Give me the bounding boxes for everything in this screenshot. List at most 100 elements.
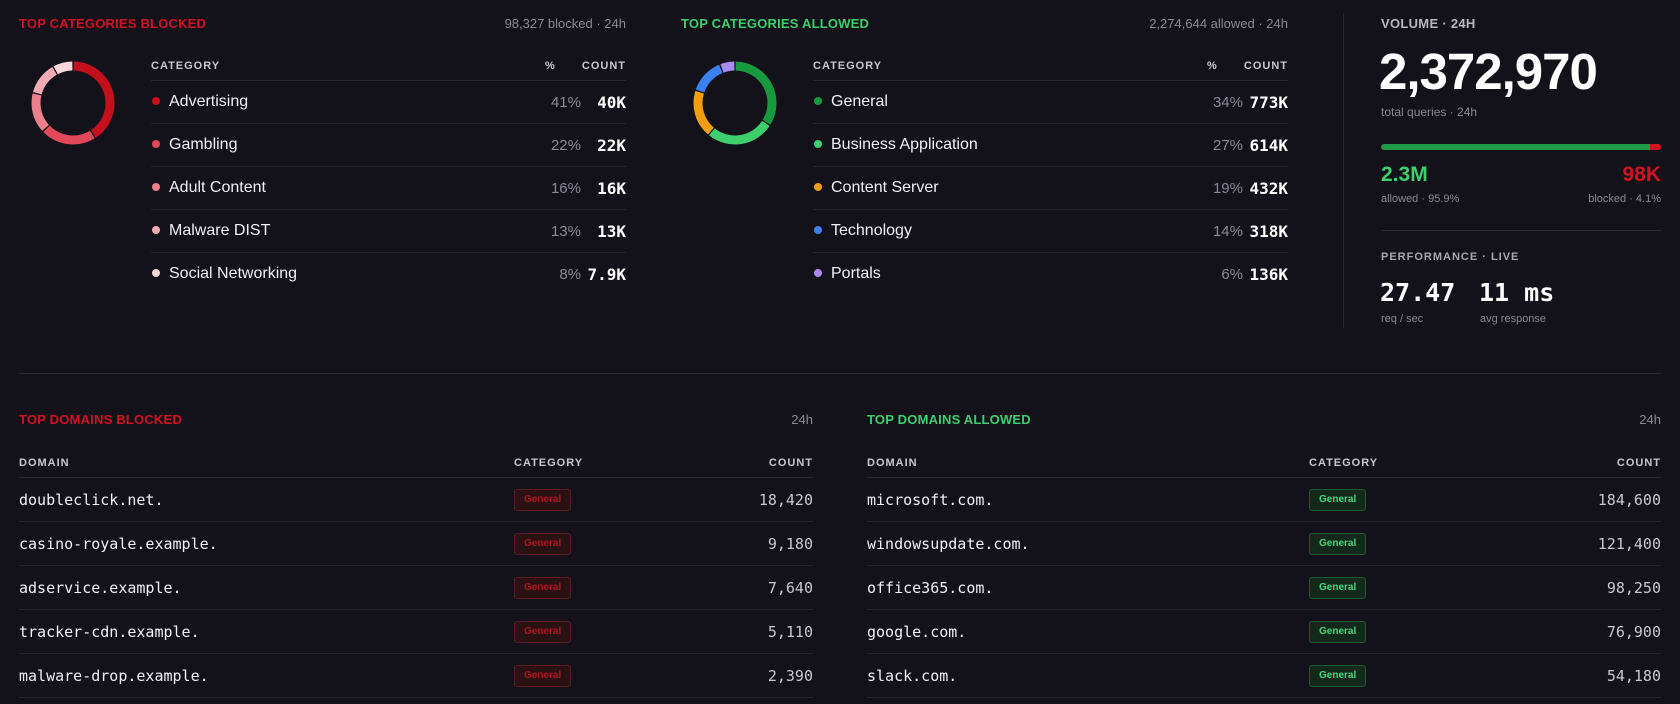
- domain-name[interactable]: doubleclick.net.: [19, 491, 164, 509]
- performance-label: PERFORMANCE · LIVE: [1381, 251, 1520, 263]
- domain-name[interactable]: slack.com.: [867, 667, 958, 685]
- domain-count: 184,600: [1597, 491, 1661, 509]
- allowed-percent-label: allowed · 95.9%: [1381, 193, 1460, 205]
- blocked-domains-meta: 24h: [791, 412, 813, 427]
- allowed-categories-table: CATEGORY % COUNT General 34% 773K Business …: [813, 60, 1288, 295]
- table-header: DOMAIN CATEGORY COUNT: [867, 457, 1661, 478]
- domain-count: 121,400: [1597, 535, 1661, 553]
- domain-name[interactable]: adservice.example.: [19, 579, 182, 597]
- allowed-categories-donut: [693, 61, 777, 145]
- category-row-technology[interactable]: Technology 14% 318K: [813, 210, 1288, 253]
- column-header-category: CATEGORY: [813, 60, 883, 72]
- total-queries-value: 2,372,970: [1379, 43, 1598, 100]
- donut-slice-adult-content: [31, 93, 50, 131]
- column-header-count: COUNT: [768, 457, 813, 469]
- column-header-category: CATEGORY: [151, 60, 221, 72]
- blocked-domains-title: TOP DOMAINS BLOCKED: [19, 412, 182, 427]
- column-header-domain: DOMAIN: [19, 457, 70, 469]
- blocked-categories-title: TOP CATEGORIES BLOCKED: [19, 16, 207, 31]
- donut-slice-business-application: [709, 120, 770, 145]
- domain-row[interactable]: office365.com. General 98,250: [867, 566, 1661, 610]
- category-name: General: [831, 93, 888, 110]
- category-count: 13K: [597, 222, 626, 241]
- category-row-business-application[interactable]: Business Application 27% 614K: [813, 124, 1288, 167]
- category-percent: 22%: [550, 137, 581, 154]
- domain-count: 98,250: [1606, 579, 1661, 597]
- allowed-domains-title: TOP DOMAINS ALLOWED: [867, 412, 1031, 427]
- blocked-categories-donut: [31, 61, 115, 145]
- category-badge: General: [514, 489, 572, 511]
- domain-count: 76,900: [1606, 623, 1661, 641]
- total-queries-label: total queries · 24h: [1381, 105, 1478, 119]
- category-color-dot: [814, 269, 822, 277]
- column-header-count: COUNT: [1243, 60, 1288, 72]
- table-header: CATEGORY % COUNT: [151, 60, 626, 81]
- blocked-total: 98K: [1622, 163, 1661, 186]
- category-row-gambling[interactable]: Gambling 22% 22K: [151, 124, 626, 167]
- category-row-content-server[interactable]: Content Server 19% 432K: [813, 167, 1288, 210]
- category-name: Adult Content: [169, 179, 266, 196]
- category-badge: General: [514, 665, 572, 687]
- domain-count: 7,640: [767, 579, 813, 597]
- column-header-count: COUNT: [1616, 457, 1661, 469]
- category-row-advertising[interactable]: Advertising 41% 40K: [151, 81, 626, 124]
- column-header-domain: DOMAIN: [867, 457, 918, 469]
- category-row-adult-content[interactable]: Adult Content 16% 16K: [151, 167, 626, 210]
- domain-row[interactable]: malware-drop.example. General 2,390: [19, 654, 813, 698]
- domain-row[interactable]: adservice.example. General 7,640: [19, 566, 813, 610]
- category-row-portals[interactable]: Portals 6% 136K: [813, 253, 1288, 295]
- category-percent: 19%: [1212, 180, 1243, 197]
- blocked-categories-table: CATEGORY % COUNT Advertising 41% 40K Gambli…: [151, 60, 626, 295]
- category-color-dot: [152, 226, 160, 234]
- domain-row[interactable]: windowsupdate.com. General 121,400: [867, 522, 1661, 566]
- domain-name[interactable]: casino-royale.example.: [19, 535, 218, 553]
- avg-response-value: 11 ms: [1479, 278, 1555, 307]
- req-per-sec-label: req / sec: [1381, 313, 1424, 325]
- category-badge: General: [514, 621, 572, 643]
- donut-slice-gambling: [43, 125, 95, 145]
- donut-slice-malware-dist: [32, 66, 58, 95]
- allowed-fill: [1381, 144, 1650, 150]
- category-color-dot: [152, 183, 160, 191]
- domain-row[interactable]: slack.com. General 54,180: [867, 654, 1661, 698]
- domain-name[interactable]: google.com.: [867, 623, 967, 641]
- category-color-dot: [814, 97, 822, 105]
- category-count: 614K: [1249, 136, 1288, 155]
- donut-slice-general: [735, 61, 777, 125]
- donut-slice-advertising: [73, 61, 115, 138]
- column-header-pct: %: [1207, 60, 1218, 72]
- category-name: Malware DIST: [169, 222, 271, 239]
- category-badge: General: [1309, 489, 1367, 511]
- allowed-domains-meta: 24h: [1639, 412, 1661, 427]
- category-count: 7.9K: [587, 265, 626, 284]
- category-badge: General: [1309, 621, 1367, 643]
- domain-name[interactable]: microsoft.com.: [867, 491, 994, 509]
- avg-response-label: avg response: [1480, 313, 1547, 325]
- domain-row[interactable]: casino-royale.example. General 9,180: [19, 522, 813, 566]
- allowed-categories-meta: 2,274,644 allowed · 24h: [1149, 16, 1288, 31]
- category-count: 432K: [1249, 179, 1288, 198]
- domain-name[interactable]: windowsupdate.com.: [867, 535, 1030, 553]
- category-name: Content Server: [831, 179, 939, 196]
- domain-name[interactable]: office365.com.: [867, 579, 994, 597]
- category-count: 16K: [597, 179, 626, 198]
- domain-name[interactable]: malware-drop.example.: [19, 667, 209, 685]
- category-row-social-networking[interactable]: Social Networking 8% 7.9K: [151, 253, 626, 295]
- donut-slice-technology: [695, 64, 723, 93]
- allowed-total: 2.3M: [1381, 163, 1428, 186]
- category-name: Portals: [831, 265, 881, 282]
- category-name: Business Application: [831, 136, 978, 153]
- domain-row[interactable]: doubleclick.net. General 18,420: [19, 478, 813, 522]
- volume-label: VOLUME · 24H: [1381, 16, 1476, 31]
- donut-slice-content-server: [693, 90, 715, 135]
- category-badge: General: [1309, 533, 1367, 555]
- domain-row[interactable]: google.com. General 76,900: [867, 610, 1661, 654]
- domain-row[interactable]: microsoft.com. General 184,600: [867, 478, 1661, 522]
- allowed-domains-table: DOMAIN CATEGORY COUNT microsoft.com. Gene…: [867, 457, 1661, 698]
- domain-row[interactable]: tracker-cdn.example. General 5,110: [19, 610, 813, 654]
- category-row-general[interactable]: General 34% 773K: [813, 81, 1288, 124]
- category-percent: 14%: [1212, 223, 1243, 240]
- category-percent: 6%: [1221, 266, 1243, 283]
- domain-name[interactable]: tracker-cdn.example.: [19, 623, 200, 641]
- category-row-malware-dist[interactable]: Malware DIST 13% 13K: [151, 210, 626, 253]
